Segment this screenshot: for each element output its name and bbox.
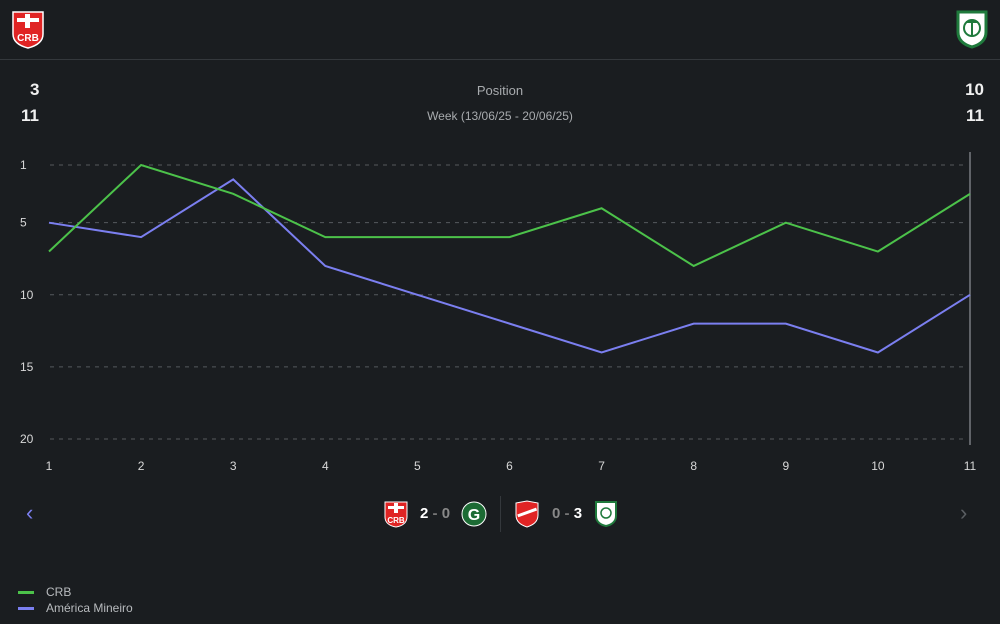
goias-crest-icon: G [461, 501, 487, 527]
legend-swatch [18, 590, 34, 594]
x-tick-label: 8 [690, 459, 697, 473]
chart-subtitle: Week (13/06/25 - 20/06/25) [427, 109, 573, 123]
match-1-away-score: 0 [441, 505, 451, 522]
x-tick-label: 1 [46, 459, 53, 473]
y-tick-label: 5 [20, 216, 27, 230]
match-1-home-score: 2 [420, 505, 429, 522]
y-tick-label: 15 [20, 360, 34, 374]
match-2-away-score: 3 [573, 505, 583, 522]
legend-label: América Mineiro [46, 601, 133, 615]
home-position: 3 [30, 80, 40, 99]
series-line-crb [48, 163, 971, 268]
prev-week-button[interactable]: ‹ [26, 500, 34, 525]
crb-crest-icon: CRB [12, 11, 44, 49]
america-mineiro-crest-icon [956, 10, 988, 49]
america-mineiro-crest-icon [595, 501, 617, 528]
x-tick-label: 9 [782, 459, 789, 473]
y-tick-label: 10 [20, 288, 34, 302]
series-line-am-rica-mineiro [48, 178, 971, 354]
home-week: 11 [21, 106, 39, 125]
x-tick-label: 6 [506, 459, 513, 473]
crb-crest-icon: CRB [384, 501, 408, 528]
svg-text:CRB: CRB [17, 33, 39, 44]
legend-swatch [18, 606, 34, 610]
header-bar: CRB [0, 0, 1000, 60]
away-position: 10 [965, 80, 984, 99]
x-tick-label: 11 [964, 459, 977, 473]
match-2-score[interactable]: 0 - 3 [552, 505, 583, 522]
x-tick-label: 5 [414, 459, 421, 473]
x-tick-label: 3 [230, 459, 237, 473]
legend-label: CRB [46, 585, 72, 599]
match-1-score[interactable]: 2 - 0 [420, 505, 451, 522]
svg-text:CRB: CRB [387, 516, 405, 525]
vila-nova-crest-icon [515, 500, 539, 528]
x-tick-label: 7 [598, 459, 605, 473]
legend-crb: CRB [18, 585, 71, 599]
x-tick-label: 2 [138, 459, 145, 473]
chart-title: Position [476, 83, 524, 98]
next-week-button[interactable]: › [960, 500, 968, 525]
legend-america-mineiro: América Mineiro [18, 601, 133, 615]
svg-text:G: G [468, 507, 480, 524]
y-tick-label: 1 [20, 158, 27, 172]
x-tick-label: 10 [871, 459, 885, 473]
x-tick-label: 4 [322, 459, 329, 473]
match-2-home-score: 0 [552, 505, 561, 522]
away-week: 11 [966, 106, 984, 125]
y-tick-label: 20 [20, 432, 34, 446]
match-divider [500, 496, 501, 532]
